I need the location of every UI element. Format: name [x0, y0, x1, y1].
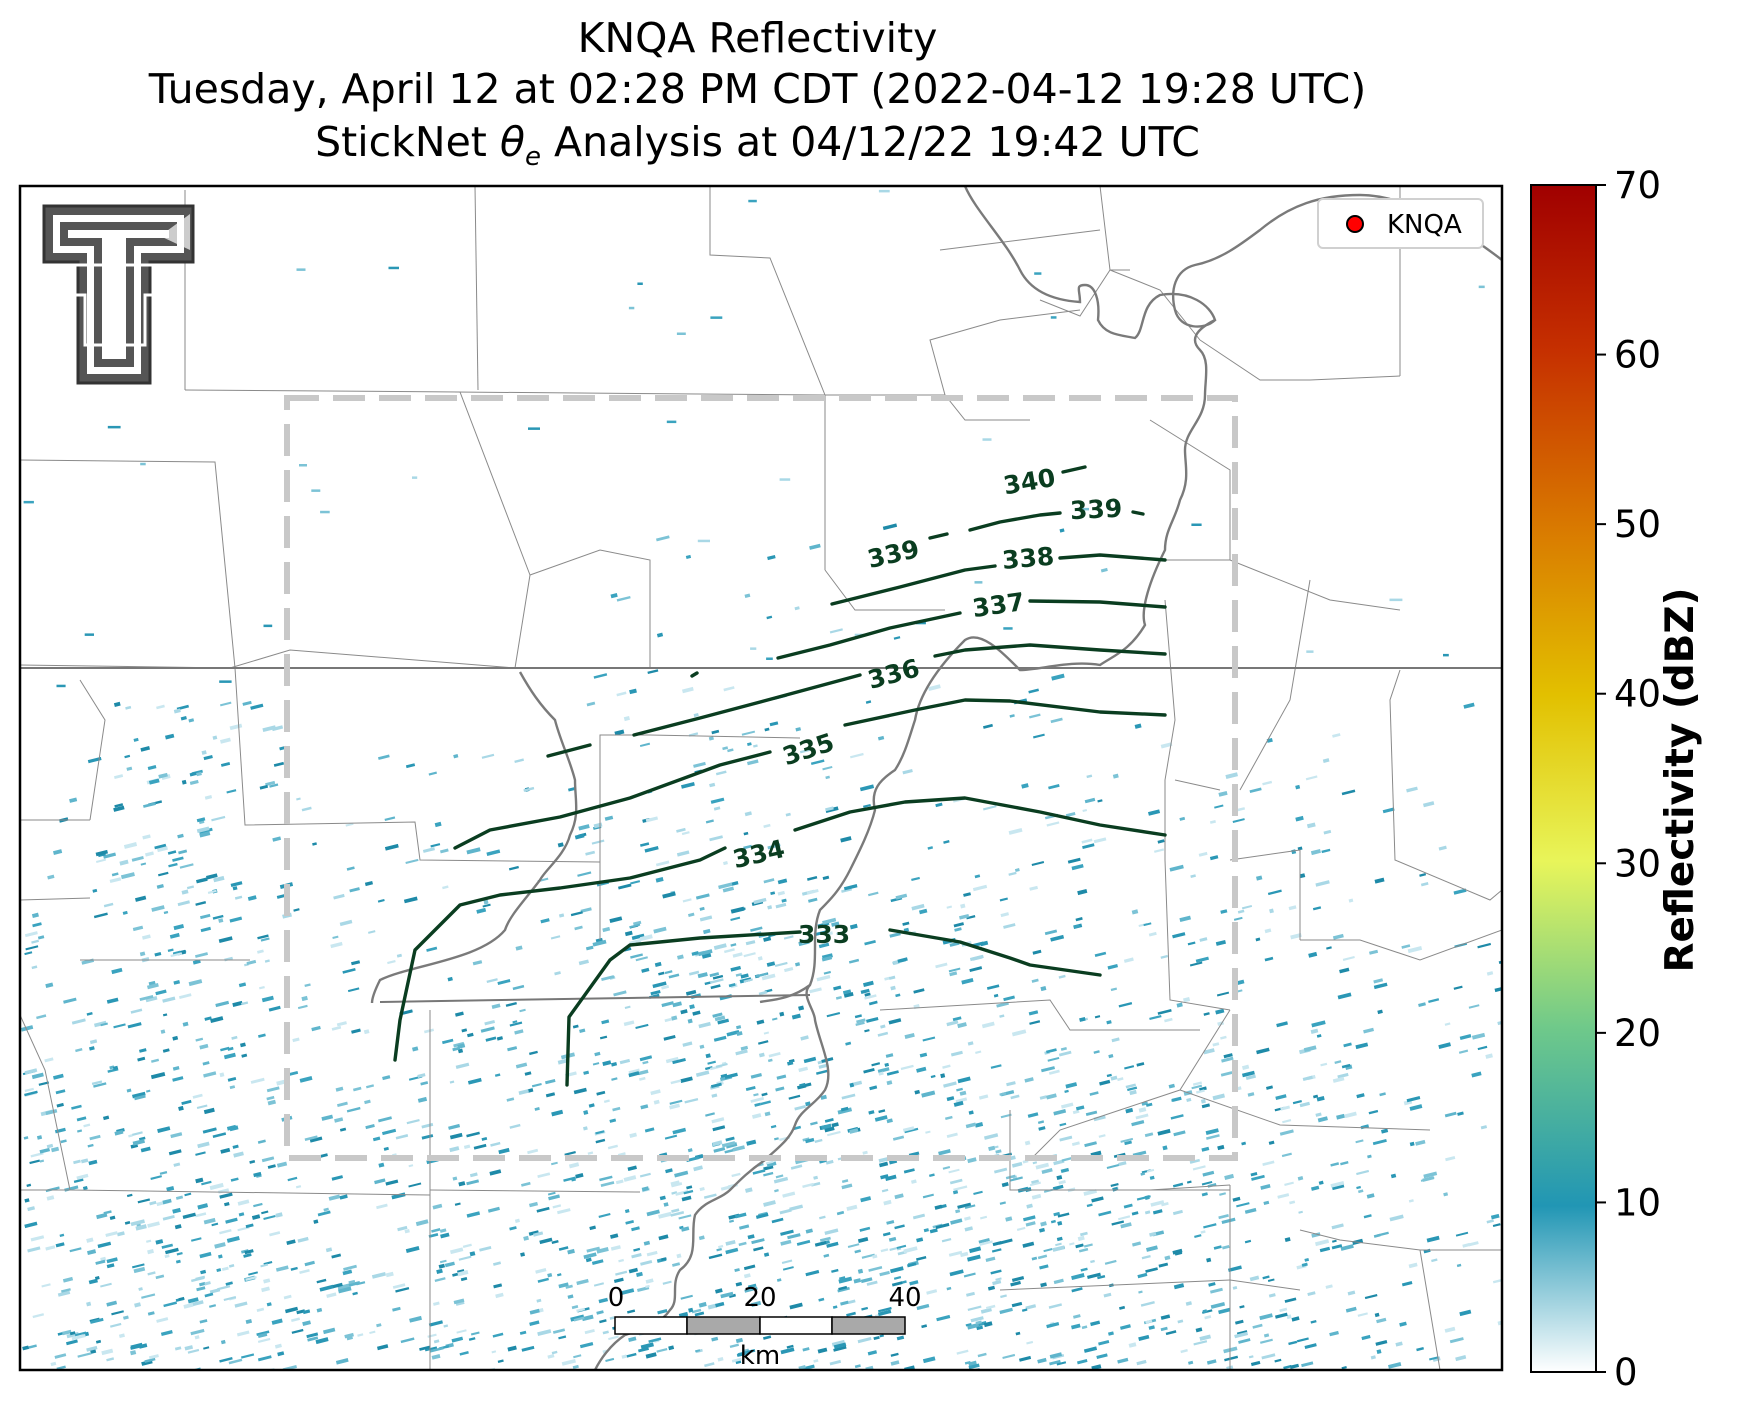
texas-tech-logo-icon: [42, 204, 195, 385]
contour-line-337: [690, 599, 1167, 678]
contour-labels: 333 334 335 336 337 338 339 339 340: [730, 463, 1123, 949]
colorbar-tick-label: 20: [1614, 1012, 1661, 1055]
contour-label-337: 337: [971, 587, 1027, 623]
scale-tick-40: 40: [888, 1283, 921, 1313]
colorbar-scale: [1530, 184, 1597, 1373]
map-frame: [18, 184, 1504, 1372]
scale-tick-20: 20: [743, 1283, 776, 1313]
legend-label-knqa: KNQA: [1387, 210, 1462, 240]
colorbar-tick-label: 50: [1614, 503, 1661, 546]
state-border-south: [379, 994, 811, 1003]
contour-line-339a: [928, 532, 949, 540]
theta-e-contours: [393, 465, 1167, 1087]
contour-line-339b: [968, 510, 1145, 532]
colorbar-tick-label: 70: [1614, 164, 1661, 207]
chart-subtitle-analysis: StickNet θe Analysis at 04/12/22 19:42 U…: [315, 118, 1200, 173]
contour-label-338: 338: [1001, 542, 1056, 575]
analysis-domain-box: [284, 395, 1238, 1161]
chart-subtitle-time: Tuesday, April 12 at 02:28 PM CDT (2022-…: [148, 65, 1367, 113]
legend-box: [1317, 198, 1484, 249]
contour-line-340: [1061, 465, 1087, 474]
colorbar: 0 10 20 30 40 50 60 70 Reflectivity (dBZ): [1530, 164, 1703, 1394]
contour-line-334: [393, 796, 1167, 1062]
colorbar-label: Reflectivity (dBZ): [1658, 588, 1703, 973]
colorbar-tick-label: 10: [1614, 1181, 1661, 1224]
map-panel: 333 334 335 336 337 338 339 339 340 KNQA…: [20, 186, 1502, 1371]
contour-line-336: [546, 643, 1167, 758]
colorbar-tick-label: 0: [1614, 1351, 1638, 1394]
contour-line-333: [565, 928, 1102, 1087]
contour-line-338: [830, 553, 1167, 606]
scale-unit: km: [740, 1341, 780, 1371]
contour-label-339b: 339: [1069, 494, 1123, 526]
contour-line-335: [453, 698, 1167, 850]
knqa-marker-icon: [1346, 215, 1364, 233]
river-left-trib: [370, 671, 578, 1004]
colorbar-tick-label: 60: [1614, 334, 1661, 377]
scale-bar: 0 20 40 km: [608, 1283, 922, 1371]
river-lower-trib: [759, 984, 811, 1004]
legend: KNQA: [1317, 198, 1484, 249]
contour-label-333: 333: [798, 920, 850, 949]
chart-title: KNQA Reflectivity: [577, 14, 938, 62]
river-line: [593, 186, 1217, 1370]
scale-tick-0: 0: [608, 1283, 625, 1313]
colorbar-tick-label: 30: [1614, 842, 1661, 885]
colorbar-tick-label: 40: [1614, 673, 1661, 716]
radar-reflectivity-layer: [20, 189, 1502, 1370]
